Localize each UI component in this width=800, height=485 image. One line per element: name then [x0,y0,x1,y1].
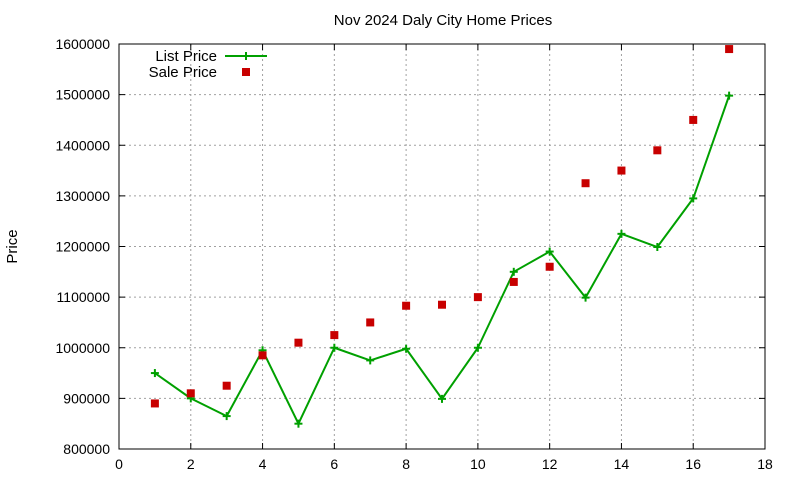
list-price-point [581,293,590,302]
sale-price-point [653,146,662,155]
x-tick-label: 16 [685,456,701,472]
list-price-point [653,243,662,252]
y-tick-label: 1100000 [57,289,111,305]
sale-price-point [509,277,518,286]
list-price-line [154,95,731,425]
y-tick-label: 1600000 [55,36,110,52]
list-price-point [509,267,518,276]
list-price-point [330,343,339,352]
x-tick-label: 8 [402,456,410,472]
sale-price-point [150,399,159,408]
list-price-point [617,229,626,238]
ticks-layer: 800000 900000 1000000 1100000 1200000 1300000… [55,36,773,472]
sale-price-point [222,381,231,390]
x-tick-label: 18 [757,456,773,472]
x-tick-label: 14 [614,456,630,472]
legend-square-marker [242,68,250,76]
list-price-point [150,369,159,378]
list-price-point [725,91,734,100]
y-tick-label: 1400000 [55,137,110,153]
sale-price-point [294,338,303,347]
list-price-point [438,394,446,403]
legend-label: List Price [155,48,217,65]
legend-plus-marker [242,52,250,60]
y-tick-label: 1200000 [55,239,110,255]
chart-title: Nov 2024 Daly City Home Prices [334,12,552,29]
y-tick-label: 800000 [63,441,110,457]
sale-price-point [402,301,411,310]
sale-price-point [545,262,554,271]
list-price-point [473,343,482,352]
legend-item-sale-price: Sale Price [149,64,250,81]
sale-price-point [473,293,482,302]
sale-price-point [186,389,195,398]
x-tick-label: 0 [115,456,123,472]
list-price-point [294,419,303,428]
sale-price-point [258,351,267,360]
series-layer [150,45,734,428]
legend-item-list-price: List Price [155,48,267,65]
sale-price-point [330,331,339,340]
x-tick-label: 6 [330,456,338,472]
list-price-point [545,247,554,256]
x-tick-label: 12 [542,456,558,472]
sale-price-point [366,318,375,327]
sale-price-point [725,45,734,54]
sale-price-point [581,179,590,188]
x-tick-label: 2 [187,456,195,472]
y-tick-label: 1300000 [55,188,110,204]
y-axis-label: Price [4,229,21,263]
grid-layer [119,44,765,449]
sale-price-point [689,115,698,124]
list-price-point [689,194,698,203]
list-price-point [402,344,411,353]
y-tick-label: 1000000 [55,340,110,356]
sale-price-point [438,300,446,309]
series-sale-price [150,45,734,408]
y-tick-label: 1500000 [55,87,110,103]
list-price-point [222,412,231,421]
sale-price-point [617,166,626,175]
list-price-point [366,356,375,365]
x-tick-label: 4 [259,456,267,472]
series-list-price [150,91,734,428]
legend-label: Sale Price [149,64,217,81]
y-tick-label: 900000 [63,390,110,406]
x-tick-label: 10 [470,456,486,472]
